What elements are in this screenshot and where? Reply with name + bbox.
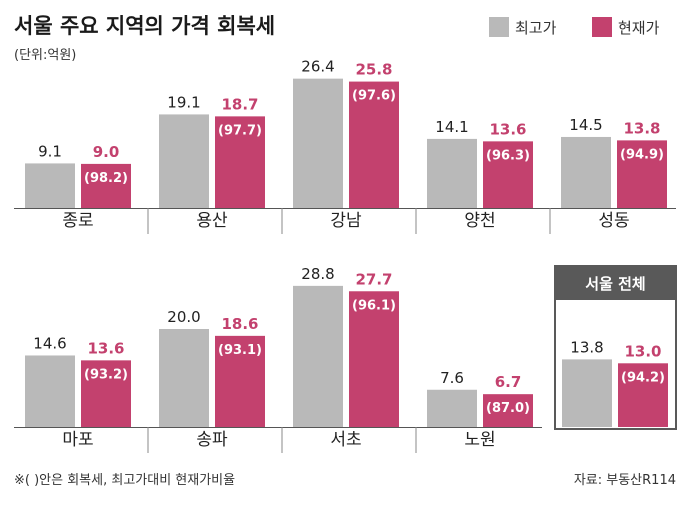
bar-송파-current-value: 18.6 bbox=[221, 315, 258, 333]
legend-label-current: 현재가 bbox=[618, 19, 660, 37]
legend-swatch-current bbox=[592, 17, 612, 37]
bar-종로-current-bar bbox=[81, 163, 131, 208]
bar-용산-peak-bar bbox=[159, 114, 209, 208]
bar-성동-current-bar bbox=[617, 140, 667, 208]
bar-total-peak-value: 13.8 bbox=[570, 338, 603, 356]
bar-서초-peak-value: 28.8 bbox=[301, 265, 334, 283]
bar-송파-peak-bar bbox=[159, 329, 209, 427]
chart-title: 서울 주요 지역의 가격 회복세 bbox=[14, 14, 275, 38]
category-label: 노원 bbox=[464, 430, 495, 450]
bar-노원-current-bar bbox=[483, 394, 533, 427]
category-label: 서초 bbox=[330, 430, 361, 450]
bar-용산-current-value: 18.7 bbox=[221, 95, 258, 113]
category-label: 마포 bbox=[62, 430, 93, 450]
bar-종로-ratio-label: (98.2) bbox=[84, 171, 128, 186]
bar-양천-current-value: 13.6 bbox=[489, 120, 526, 138]
bar-성동-current-value: 13.8 bbox=[623, 119, 660, 137]
category-label: 강남 bbox=[330, 211, 362, 231]
bar-total-current-bar bbox=[618, 363, 668, 427]
bar-용산-peak-value: 19.1 bbox=[167, 93, 200, 111]
bar-성동-peak-value: 14.5 bbox=[569, 116, 602, 134]
unit-label: (단위:억원) bbox=[14, 48, 76, 63]
bar-마포-peak-bar bbox=[25, 355, 75, 427]
bar-노원-current-value: 6.7 bbox=[495, 373, 522, 391]
bar-total-current-value: 13.0 bbox=[624, 342, 661, 360]
bar-용산-current-bar bbox=[215, 116, 265, 208]
legend: 최고가 현재가 bbox=[489, 17, 660, 37]
bar-종로-peak-bar bbox=[25, 163, 75, 208]
category-label: 양천 bbox=[464, 211, 495, 231]
bar-마포-current-bar bbox=[81, 360, 131, 427]
bar-total-ratio-label: (94.2) bbox=[621, 370, 665, 385]
footnote: ※( )안은 회복세, 최고가대비 현재가비율 bbox=[14, 473, 235, 488]
bar-용산-ratio-label: (97.7) bbox=[218, 123, 262, 138]
category-label: 종로 bbox=[62, 211, 93, 231]
bar-강남-current-value: 25.8 bbox=[355, 61, 392, 79]
bar-양천-ratio-label: (96.3) bbox=[486, 148, 530, 163]
bar-성동-peak-bar bbox=[561, 136, 611, 208]
bar-성동-ratio-label: (94.9) bbox=[620, 147, 664, 162]
bar-노원-peak-bar bbox=[427, 389, 477, 427]
bar-서초-ratio-label: (96.1) bbox=[352, 298, 396, 313]
bar-송파-ratio-label: (93.1) bbox=[218, 343, 262, 358]
legend-swatch-peak bbox=[489, 17, 509, 37]
bar-total-peak-bar bbox=[562, 359, 612, 427]
total-title: 서울 전체 bbox=[585, 275, 645, 293]
bar-송파-current-bar bbox=[215, 335, 265, 427]
bar-강남-ratio-label: (97.6) bbox=[352, 89, 396, 104]
bar-노원-ratio-label: (87.0) bbox=[486, 401, 530, 416]
bar-강남-peak-value: 26.4 bbox=[301, 58, 334, 76]
bar-강남-peak-bar bbox=[293, 78, 343, 208]
source-label: 자료: 부동산R114 bbox=[574, 473, 676, 488]
bar-마포-current-value: 13.6 bbox=[87, 339, 124, 357]
legend-label-peak: 최고가 bbox=[515, 19, 557, 37]
category-label: 용산 bbox=[196, 211, 228, 231]
chart-marks: 9.1 9.0 (98.2) 종로 19.1 18.7 (97.7) 용산 26.4 25.8 (9… bbox=[14, 58, 677, 453]
bar-마포-peak-value: 14.6 bbox=[33, 334, 66, 352]
bar-송파-peak-value: 20.0 bbox=[167, 308, 200, 326]
bar-양천-peak-value: 14.1 bbox=[435, 118, 468, 136]
bar-노원-peak-value: 7.6 bbox=[440, 369, 464, 387]
bar-마포-ratio-label: (93.2) bbox=[84, 367, 128, 382]
bar-양천-peak-bar bbox=[427, 138, 477, 208]
bar-양천-current-bar bbox=[483, 141, 533, 208]
category-label: 송파 bbox=[196, 430, 228, 450]
bar-종로-current-value: 9.0 bbox=[93, 143, 120, 161]
total-box-header bbox=[555, 266, 676, 300]
bar-서초-current-bar bbox=[349, 291, 399, 427]
bar-강남-current-bar bbox=[349, 81, 399, 208]
bar-서초-peak-bar bbox=[293, 285, 343, 427]
category-label: 성동 bbox=[598, 211, 629, 231]
bar-서초-current-value: 27.7 bbox=[355, 270, 392, 288]
bar-종로-peak-value: 9.1 bbox=[38, 142, 62, 160]
